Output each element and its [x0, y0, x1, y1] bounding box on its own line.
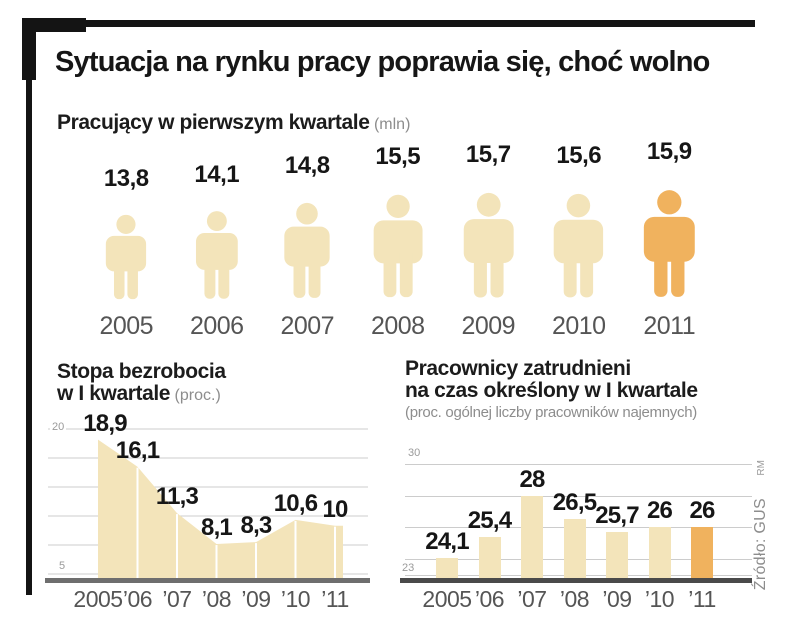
bar-value-label: 28 [519, 465, 545, 493]
pictogram-year-label: 2007 [280, 312, 335, 340]
bar-x-tick-label: ’06 [474, 586, 505, 612]
bar-value-label: 25,7 [595, 502, 639, 530]
area-value-label: 8,3 [240, 512, 273, 540]
person-icon [554, 193, 604, 298]
area-chart-baseline [45, 578, 370, 583]
area-x-tick-label: ’10 [280, 586, 311, 612]
area-x-tick-label: ’11 [321, 586, 349, 612]
person-icon [284, 203, 330, 299]
area-chart-title: Stopa bezrobocia w I kwartale (proc.) [57, 361, 226, 407]
corner-rule-thin-vertical [26, 78, 32, 595]
page-title: Sytuacja na rynku pracy poprawia się, ch… [55, 46, 710, 78]
bar-value-label: 26 [689, 497, 715, 525]
area-chart-unit: (proc.) [174, 387, 221, 404]
pictogram-value-label: 15,9 [646, 138, 692, 165]
pictogram-year-label: 2009 [461, 312, 516, 340]
area-x-tick-label: ’09 [241, 586, 271, 612]
area-x-tick-label: 2005 [73, 586, 123, 612]
pictogram-column: 15,9 [624, 118, 715, 308]
bar-x-tick-label: ’07 [517, 586, 547, 612]
pictogram-value-label: 15,7 [465, 140, 511, 168]
bar-value-label: 25,4 [467, 506, 512, 534]
bar-x-tick-label: ’08 [559, 586, 590, 612]
person-icon [106, 214, 147, 300]
area-series [98, 439, 343, 578]
pictogram-column: 13,8 [81, 118, 172, 308]
person-icon [195, 211, 238, 299]
bar-y-tick-label: 30 [406, 447, 423, 459]
bar-x-tick-label: 2005 [422, 586, 472, 612]
pictogram-column: 14,1 [172, 118, 263, 308]
pictogram-year-label: 2008 [370, 312, 425, 340]
bar-x-tick-label: ’09 [602, 586, 632, 612]
area-value-label: 11,3 [155, 483, 199, 511]
bar-value-label: 26,5 [552, 489, 597, 517]
pictogram-value-label: 13,8 [103, 165, 149, 192]
area-x-tick-label: ’07 [162, 586, 192, 612]
bar-chart-baseline [400, 578, 752, 583]
area-y-tick-label: 5 [57, 560, 68, 572]
pictogram-year-label: 2006 [189, 312, 244, 340]
pictogram-chart-title: Pracujący w pierwszym kwartale (mln) [57, 111, 410, 135]
gridline [405, 496, 752, 497]
bar-x-tick-label: ’11 [688, 586, 716, 612]
pictogram-year-label: 2005 [99, 312, 154, 340]
top-rule [85, 20, 755, 27]
bar-chart-title-line2: na czas określony w I kwartale [405, 379, 698, 402]
bar-x-tick-label: ’10 [644, 586, 675, 612]
area-value-label: 18,9 [83, 409, 127, 437]
bar-segment [648, 527, 671, 578]
person-icon [463, 192, 514, 298]
pictogram-chart-title-text: Pracujący w pierwszym kwartale [57, 111, 370, 134]
corner-rule-thick-horizontal [22, 18, 86, 32]
area-chart-title-line1: Stopa bezrobocia [57, 360, 226, 383]
person-icon [373, 194, 423, 298]
source-credit: Źródło: GUS [752, 498, 769, 591]
area-value-label: 8,1 [201, 514, 233, 542]
pictogram-value-label: 14,8 [284, 152, 330, 180]
bar-segment [563, 519, 586, 578]
bar-segment [606, 532, 628, 578]
pictogram-row: 13,8 14,1 14,8 15,5 15,7 15,6 15,9 [81, 118, 715, 308]
area-y-tick-label: 20 [50, 421, 67, 433]
gridline [405, 464, 752, 465]
bar-chart-subtitle: (proc. ogólnej liczby pracowników najemn… [405, 404, 697, 421]
pictogram-chart-unit: (mln) [373, 116, 411, 133]
pictogram-column: 15,7 [443, 118, 534, 308]
area-x-tick-label: ’06 [122, 586, 153, 612]
pictogram-year-label: 2011 [643, 312, 696, 340]
pictogram-column: 14,8 [262, 118, 353, 308]
bar-y-tick-label: 23 [400, 562, 417, 574]
author-initials: RM [756, 460, 767, 476]
area-value-label: 10,6 [273, 489, 318, 517]
bar-chart-title-line1: Pracownicy zatrudnieni [405, 357, 631, 380]
bar-segment [478, 536, 501, 578]
bar-segment [436, 557, 458, 578]
person-icon [643, 190, 695, 297]
unemployment-area-plot [48, 428, 368, 578]
area-value-label: 10 [322, 495, 348, 523]
pictogram-column: 15,6 [534, 118, 625, 308]
bar-segment [691, 527, 713, 578]
corner-rule-thick-vertical [22, 18, 36, 80]
area-chart-title-line2: w I kwartale [57, 382, 171, 405]
pictogram-value-label: 15,5 [375, 143, 421, 171]
area-x-tick-label: ’08 [201, 586, 232, 612]
bar-segment [521, 495, 543, 578]
pictogram-column: 15,5 [353, 118, 444, 308]
pictogram-year-label: 2010 [551, 312, 606, 340]
pictogram-value-label: 15,6 [556, 141, 602, 169]
bar-value-label: 26 [646, 497, 673, 525]
bar-chart-title: Pracownicy zatrudnieni na czas określony… [405, 358, 698, 402]
area-value-label: 16,1 [115, 436, 160, 464]
bar-value-label: 24,1 [425, 527, 469, 555]
pictogram-value-label: 14,1 [194, 161, 240, 189]
pictogram-year-axis: 2005 2006 2007 2008 2009 2010 2011 [81, 312, 715, 341]
